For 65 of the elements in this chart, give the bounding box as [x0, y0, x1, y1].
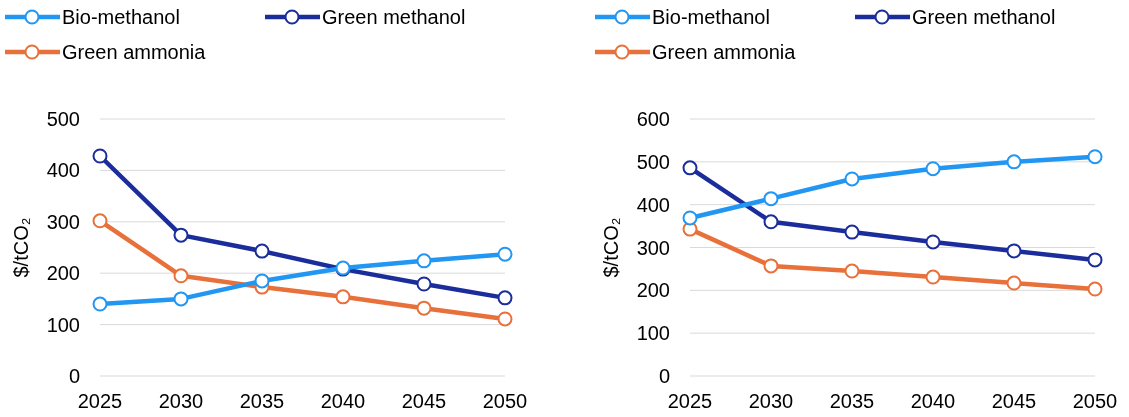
x-tick-label: 2035 [239, 390, 285, 412]
point [497, 311, 513, 327]
y-tick-label: 200 [636, 279, 670, 302]
point [763, 214, 779, 230]
y-tick-label: 100 [46, 313, 80, 336]
point [1006, 275, 1022, 291]
point [1006, 243, 1022, 259]
point [92, 296, 108, 312]
point [254, 273, 270, 289]
x-tick-label: 2050 [482, 390, 528, 412]
point [173, 291, 189, 307]
y-tick-label: 200 [46, 262, 80, 285]
x-tick-label: 2045 [991, 390, 1037, 412]
point [1087, 149, 1103, 165]
point [844, 171, 860, 187]
point [416, 253, 432, 269]
point [92, 213, 108, 229]
point [925, 269, 941, 285]
legend-label: Green ammonia [652, 41, 797, 63]
legend-label: Green methanol [322, 6, 466, 28]
x-tick-label: 2040 [320, 390, 366, 412]
y-tick-label: 500 [46, 108, 80, 130]
legend-label: Bio-methanol [62, 6, 180, 28]
point [497, 246, 513, 262]
point [173, 268, 189, 284]
x-tick-label: 2030 [158, 390, 204, 412]
x-tick-label: 2030 [748, 390, 794, 412]
point [416, 300, 432, 316]
x-tick-label: 2040 [910, 390, 956, 412]
y-axis-title: $/tCO₂ [600, 217, 622, 278]
x-tick-label: 2035 [829, 390, 875, 412]
point [682, 210, 698, 226]
point [925, 234, 941, 250]
y-tick-label: 0 [68, 365, 80, 387]
point [92, 148, 108, 164]
point [925, 161, 941, 177]
point [173, 227, 189, 243]
y-tick-label: 100 [636, 322, 670, 345]
point [844, 224, 860, 240]
y-tick-label: 300 [46, 210, 80, 233]
point [844, 263, 860, 279]
point [416, 276, 432, 292]
legend-label: Bio-methanol [652, 6, 770, 28]
point [682, 160, 698, 176]
point [254, 243, 270, 259]
y-tick-label: 400 [636, 193, 670, 216]
x-tick-label: 2045 [401, 390, 447, 412]
legend-label: Green methanol [912, 6, 1056, 28]
point [763, 191, 779, 207]
point [1087, 281, 1103, 297]
y-tick-label: 500 [636, 150, 670, 173]
y-tick-label: 400 [46, 159, 80, 182]
y-axis-title: $/tCO₂ [10, 217, 32, 278]
point [763, 258, 779, 274]
point [335, 289, 351, 305]
point [1006, 154, 1022, 170]
point [1087, 252, 1103, 268]
legend-label: Green ammonia [62, 41, 207, 63]
x-tick-label: 2025 [667, 390, 713, 412]
y-tick-label: 0 [658, 365, 670, 387]
point [497, 290, 513, 306]
y-tick-label: 600 [636, 108, 670, 130]
y-tick-label: 300 [636, 236, 670, 259]
x-tick-label: 2025 [77, 390, 123, 412]
x-tick-label: 2050 [1072, 390, 1118, 412]
